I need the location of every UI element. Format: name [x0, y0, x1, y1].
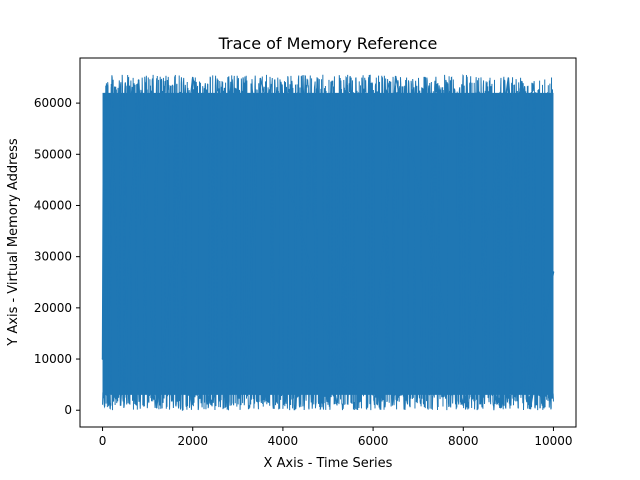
series-trace: [102, 74, 554, 412]
x-tick-label: 8000: [448, 434, 479, 448]
plot-area: [101, 74, 555, 412]
series-point: [372, 378, 374, 381]
axes-frame: [79, 57, 577, 428]
series-point: [110, 86, 113, 89]
series-point: [155, 406, 158, 409]
x-axis-label: X Axis - Time Series: [264, 456, 393, 471]
y-tick-label: 40000: [34, 198, 72, 212]
x-tick-label: 4000: [268, 434, 299, 448]
x-tick-label: 2000: [177, 434, 208, 448]
series-point: [119, 404, 122, 406]
x-tick-label: 6000: [358, 434, 389, 448]
series-point: [340, 386, 343, 388]
x-axis-ticks: 0 2000 4000 6000 8000 10000: [99, 427, 573, 448]
y-tick-label: 60000: [34, 96, 72, 110]
series-point: [257, 120, 259, 122]
series-point: [137, 79, 140, 81]
x-tick-label: 0: [99, 434, 107, 448]
series-point: [462, 404, 465, 406]
series-point: [191, 76, 194, 79]
y-tick-label: 30000: [34, 250, 72, 264]
series-point: [246, 365, 248, 368]
series-point: [104, 97, 107, 99]
x-tick-label: 10000: [534, 434, 572, 448]
series-point: [101, 358, 104, 360]
series-point: [106, 394, 108, 396]
y-tick-label: 10000: [34, 352, 72, 366]
series-point: [552, 271, 555, 273]
y-tick-label: 20000: [34, 301, 72, 315]
chart-title: Trace of Memory Reference: [218, 34, 438, 53]
series-point: [530, 404, 532, 406]
y-tick-label: 0: [64, 403, 72, 417]
series-point: [507, 77, 510, 79]
series-point: [259, 77, 262, 80]
series-point: [102, 133, 105, 135]
y-axis-ticks: 0 10000 20000 30000 40000 50000 60000: [34, 96, 80, 417]
y-axis-label: Y Axis - Virtual Memory Address: [6, 138, 21, 347]
y-tick-label: 50000: [34, 147, 72, 161]
series-point: [394, 75, 397, 78]
